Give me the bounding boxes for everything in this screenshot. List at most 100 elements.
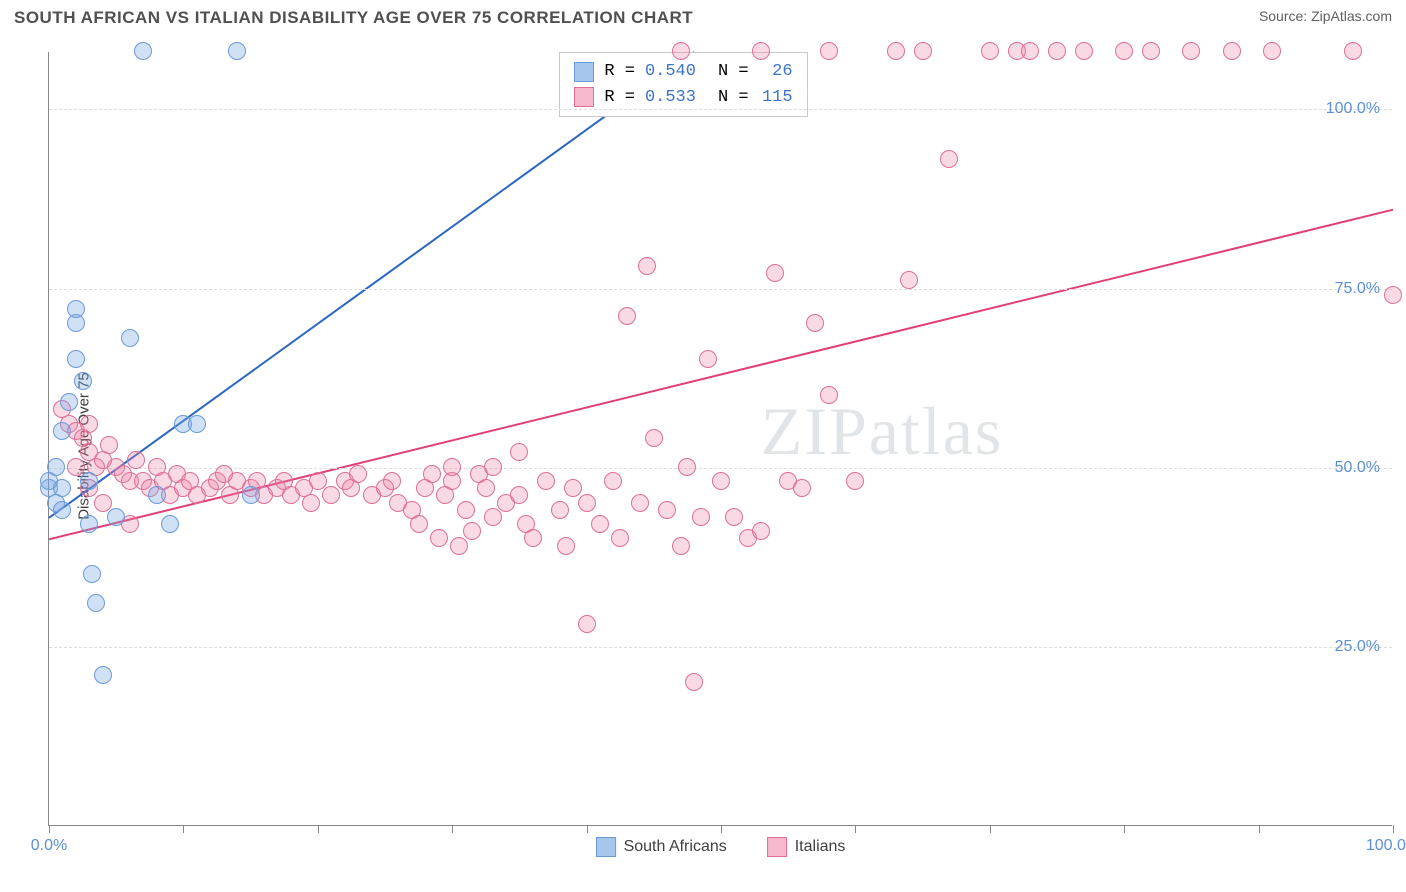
data-point-south-africans bbox=[94, 666, 112, 684]
data-point-italians bbox=[349, 465, 367, 483]
y-tick-label: 25.0% bbox=[1335, 638, 1380, 656]
data-point-south-africans bbox=[53, 501, 71, 519]
data-point-italians bbox=[410, 515, 428, 533]
data-point-italians bbox=[484, 458, 502, 476]
data-point-south-africans bbox=[80, 472, 98, 490]
data-point-south-africans bbox=[228, 42, 246, 60]
data-point-italians bbox=[383, 472, 401, 490]
data-point-italians bbox=[100, 436, 118, 454]
data-point-italians bbox=[631, 494, 649, 512]
data-point-south-africans bbox=[47, 458, 65, 476]
r-label: R = bbox=[604, 85, 635, 111]
data-point-italians bbox=[846, 472, 864, 490]
x-tick bbox=[587, 825, 588, 833]
data-point-italians bbox=[484, 508, 502, 526]
data-point-italians bbox=[423, 465, 441, 483]
data-point-italians bbox=[591, 515, 609, 533]
chart-title: SOUTH AFRICAN VS ITALIAN DISABILITY AGE … bbox=[14, 8, 693, 28]
data-point-italians bbox=[510, 486, 528, 504]
trend-lines-layer bbox=[49, 52, 1392, 825]
n-value: 26 bbox=[759, 59, 793, 85]
data-point-italians bbox=[450, 537, 468, 555]
data-point-italians bbox=[820, 42, 838, 60]
stats-row-italians: R =0.533N =115 bbox=[574, 85, 792, 111]
data-point-italians bbox=[1263, 42, 1281, 60]
data-point-italians bbox=[712, 472, 730, 490]
data-point-italians bbox=[752, 522, 770, 540]
data-point-italians bbox=[793, 479, 811, 497]
data-point-italians bbox=[725, 508, 743, 526]
data-point-italians bbox=[463, 522, 481, 540]
data-point-south-africans bbox=[53, 422, 71, 440]
data-point-italians bbox=[477, 479, 495, 497]
data-point-italians bbox=[430, 529, 448, 547]
watermark: ZIPatlas bbox=[761, 392, 1004, 471]
x-tick-label: 0.0% bbox=[31, 837, 67, 855]
source-label: Source: ZipAtlas.com bbox=[1259, 8, 1392, 24]
r-value: 0.533 bbox=[645, 85, 696, 111]
data-point-italians bbox=[457, 501, 475, 519]
data-point-italians bbox=[1048, 42, 1066, 60]
data-point-italians bbox=[322, 486, 340, 504]
data-point-italians bbox=[638, 257, 656, 275]
r-value: 0.540 bbox=[645, 59, 696, 85]
data-point-italians bbox=[658, 501, 676, 519]
x-tick bbox=[855, 825, 856, 833]
data-point-italians bbox=[611, 529, 629, 547]
data-point-italians bbox=[685, 673, 703, 691]
data-point-italians bbox=[67, 458, 85, 476]
gridline bbox=[49, 289, 1392, 290]
data-point-italians bbox=[887, 42, 905, 60]
data-point-italians bbox=[1182, 42, 1200, 60]
data-point-italians bbox=[1075, 42, 1093, 60]
data-point-south-africans bbox=[134, 42, 152, 60]
data-point-italians bbox=[940, 150, 958, 168]
legend-label: Italians bbox=[795, 838, 846, 856]
data-point-south-africans bbox=[148, 486, 166, 504]
data-point-south-africans bbox=[80, 515, 98, 533]
n-label: N = bbox=[718, 59, 749, 85]
data-point-italians bbox=[1142, 42, 1160, 60]
correlation-stats-box: R =0.540N =26R =0.533N =115 bbox=[559, 52, 807, 117]
data-point-italians bbox=[443, 458, 461, 476]
data-point-italians bbox=[692, 508, 710, 526]
gridline bbox=[49, 468, 1392, 469]
y-tick-label: 75.0% bbox=[1335, 280, 1380, 298]
gridline bbox=[49, 647, 1392, 648]
data-point-italians bbox=[672, 42, 690, 60]
legend-label: South Africans bbox=[624, 838, 727, 856]
legend: South Africans Italians bbox=[596, 837, 846, 857]
data-point-italians bbox=[806, 314, 824, 332]
data-point-south-africans bbox=[121, 329, 139, 347]
x-tick bbox=[1124, 825, 1125, 833]
x-tick bbox=[990, 825, 991, 833]
legend-item-italians: Italians bbox=[767, 837, 846, 857]
x-tick bbox=[1393, 825, 1394, 833]
data-point-italians bbox=[524, 529, 542, 547]
data-point-south-africans bbox=[188, 415, 206, 433]
legend-swatch-icon bbox=[596, 837, 616, 857]
data-point-italians bbox=[80, 415, 98, 433]
data-point-italians bbox=[557, 537, 575, 555]
data-point-italians bbox=[578, 494, 596, 512]
x-tick bbox=[49, 825, 50, 833]
data-point-south-africans bbox=[242, 486, 260, 504]
data-point-south-africans bbox=[67, 300, 85, 318]
stats-row-south_africans: R =0.540N =26 bbox=[574, 59, 792, 85]
data-point-italians bbox=[981, 42, 999, 60]
data-point-italians bbox=[1344, 42, 1362, 60]
data-point-italians bbox=[551, 501, 569, 519]
data-point-italians bbox=[1115, 42, 1133, 60]
data-point-italians bbox=[752, 42, 770, 60]
data-point-italians bbox=[537, 472, 555, 490]
data-point-italians bbox=[127, 451, 145, 469]
data-point-south-africans bbox=[107, 508, 125, 526]
data-point-italians bbox=[914, 42, 932, 60]
x-tick bbox=[721, 825, 722, 833]
data-point-italians bbox=[1384, 286, 1402, 304]
data-point-south-africans bbox=[87, 594, 105, 612]
data-point-italians bbox=[699, 350, 717, 368]
data-point-italians bbox=[900, 271, 918, 289]
legend-swatch-icon bbox=[767, 837, 787, 857]
y-tick-label: 100.0% bbox=[1326, 100, 1380, 118]
